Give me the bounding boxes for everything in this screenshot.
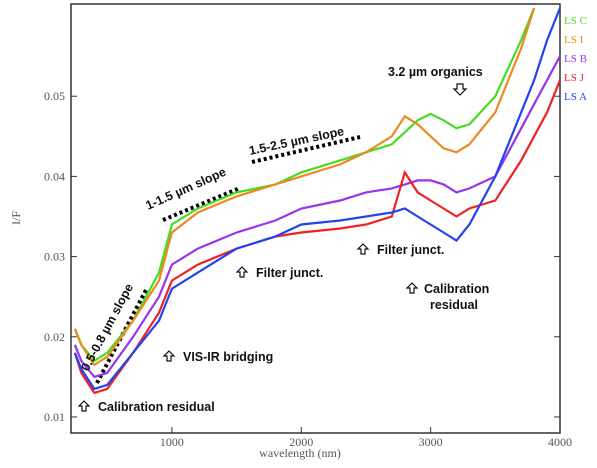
arrow-icon — [405, 282, 419, 294]
series-line — [73, 79, 560, 395]
y-tick-label: 0.03 — [44, 250, 65, 264]
legend-label: LS B — [564, 53, 587, 65]
annotation: Calibration residual — [424, 282, 489, 312]
annotation-line: Calibration — [424, 282, 489, 296]
arrow-icon — [77, 400, 91, 412]
legend-label: LS C — [564, 15, 587, 27]
legend-label: LS J — [564, 72, 585, 84]
y-tick-label: 0.04 — [44, 169, 65, 183]
series-line — [73, 7, 560, 391]
x-axis-label: wavelength (nm) — [259, 446, 341, 460]
x-tick-label: 4000 — [548, 435, 572, 449]
annotation: Filter junct. — [377, 243, 444, 257]
legend-label: LS I — [564, 34, 584, 46]
x-tick-label: 2000 — [289, 435, 313, 449]
y-tick-label: 0.05 — [44, 89, 65, 103]
annotation: Calibration residual — [98, 400, 215, 414]
series-group — [73, 7, 560, 395]
y-tick-label: 0.01 — [44, 410, 65, 424]
annotation: 3.2 µm organics — [388, 65, 483, 79]
arrow-icon — [235, 266, 249, 278]
annotation: VIS-IR bridging — [183, 350, 273, 364]
annotation: 1.5-2.5 µm slope — [248, 124, 346, 158]
series-line — [73, 7, 536, 367]
x-tick-label: 1000 — [160, 435, 184, 449]
y-axis-label: I/F — [9, 211, 23, 225]
arrow-icon — [452, 83, 468, 96]
slope-markers — [95, 135, 361, 384]
annotation-line: residual — [430, 298, 478, 312]
y-tick-label: 0.02 — [44, 330, 65, 344]
legend-label: LS A — [564, 91, 587, 103]
arrow-icon — [162, 350, 176, 362]
arrow-icon — [356, 243, 370, 255]
annotation: Filter junct. — [256, 266, 323, 280]
x-tick-label: 3000 — [419, 435, 443, 449]
plot-frame — [70, 3, 561, 434]
